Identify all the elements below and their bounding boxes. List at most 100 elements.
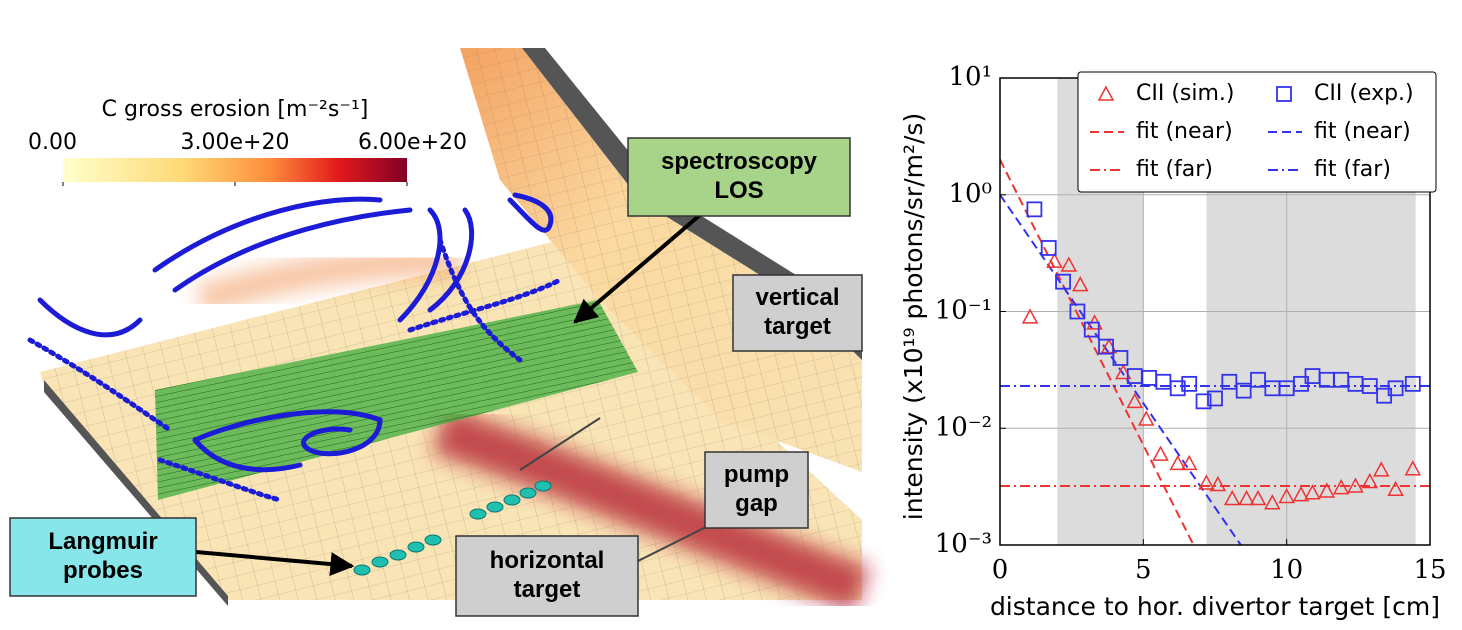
triangle-marker: [1126, 392, 1143, 409]
label-text: target: [764, 313, 831, 340]
x-tick-label: 15: [1413, 555, 1446, 585]
square-marker: [1276, 86, 1292, 102]
square-marker: [1387, 380, 1404, 397]
colorbar-tick-label: 0.00: [28, 130, 77, 155]
square-marker: [1404, 375, 1421, 392]
probe: [353, 564, 371, 576]
legend-label: CII (sim.): [1136, 81, 1235, 106]
label-text: pump: [724, 461, 789, 488]
triangle-marker: [1021, 308, 1039, 324]
triangle-marker: [1361, 472, 1379, 489]
colorbar: C gross erosion [m⁻²s⁻¹] 0.00 3.00e+20 6.0…: [28, 97, 467, 186]
triangle-marker: [1332, 479, 1350, 495]
arc: [407, 277, 563, 333]
y-tick-label: 10⁻¹: [935, 296, 992, 326]
square-marker: [1112, 350, 1129, 366]
triangle-marker: [1180, 454, 1198, 471]
arc: [427, 207, 474, 313]
square-marker: [1055, 273, 1071, 290]
triangle-marker: [1318, 482, 1336, 498]
arrow: [573, 213, 702, 324]
colorbar-tick-label: 6.00e+20: [358, 130, 467, 155]
label-text: vertical: [755, 284, 839, 311]
label-text: probes: [63, 557, 143, 584]
arc: [507, 192, 554, 233]
label-box: [455, 535, 639, 617]
legend-label: fit (near): [1136, 119, 1233, 144]
square-marker: [1169, 380, 1186, 397]
triangle-marker: [1097, 85, 1115, 101]
arc: [397, 207, 443, 323]
label-text: gap: [735, 490, 778, 517]
legend-label: fit (near): [1314, 119, 1411, 144]
triangle-marker: [1169, 454, 1186, 471]
triangle-marker: [1115, 363, 1132, 380]
square-marker: [1235, 382, 1252, 399]
triangle-marker: [1264, 494, 1281, 510]
y-tick-label: 10⁻²: [935, 412, 992, 442]
label-box: [9, 517, 197, 597]
triangle-marker: [1223, 489, 1241, 506]
square-marker: [1250, 371, 1266, 388]
probes: [353, 480, 552, 576]
render: [27, 48, 871, 613]
probe: [534, 480, 552, 492]
legend: CII (sim.) CII (exp.) fit (near) fit (near)…: [1077, 71, 1437, 193]
square-marker: [1221, 373, 1238, 390]
x-axis-label: distance to hor. divertor target [cm]: [990, 592, 1440, 621]
y-axis-label: intensity (x10¹⁹ photons/sr/m²/s): [899, 113, 928, 520]
label-text: Langmuir: [48, 528, 157, 555]
arc: [27, 337, 173, 433]
square-marker: [1098, 338, 1114, 355]
legend-box: [1077, 71, 1437, 193]
arc: [192, 437, 303, 473]
triangle-marker: [1304, 484, 1321, 500]
label-box: [704, 451, 809, 529]
legend-label: fit (far): [1136, 157, 1213, 182]
triangle-marker: [1278, 487, 1295, 504]
legend-label: fit (far): [1314, 157, 1391, 182]
arrow: [195, 550, 355, 577]
y-tick-label: 10⁰: [948, 179, 992, 209]
arc: [37, 297, 143, 338]
label-text: spectroscopy: [661, 148, 818, 175]
square-marker: [1040, 240, 1057, 256]
triangle-marker: [1347, 477, 1364, 493]
label-box: [627, 137, 851, 217]
gap-line: [519, 417, 601, 471]
surface-grid: [460, 48, 862, 472]
probe: [519, 487, 537, 499]
square-marker: [1141, 369, 1157, 386]
field-lines: [27, 192, 563, 503]
label-box: [732, 274, 863, 352]
triangle-marker: [1404, 460, 1422, 476]
triangle-marker: [1152, 445, 1169, 461]
colorbar-tick-label: 3.00e+20: [181, 130, 290, 155]
x-tick-label: 10: [1270, 555, 1303, 585]
triangle-marker: [1387, 480, 1404, 497]
probe: [503, 494, 521, 506]
colorbar-gradient: [63, 158, 407, 182]
probe: [486, 501, 504, 513]
annotations: spectroscopyLOSverticaltargetpumpgaphori…: [9, 137, 863, 617]
arc: [152, 196, 383, 273]
triangle-marker: [1373, 461, 1390, 477]
square-marker: [1181, 375, 1198, 392]
fit-line: [1000, 159, 1195, 545]
square-marker: [1026, 201, 1043, 218]
square-marker: [1361, 378, 1378, 394]
triangle-marker: [1209, 475, 1227, 492]
probe: [389, 549, 407, 561]
colorbar-label: C gross erosion [m⁻²s⁻¹]: [102, 97, 369, 122]
square-marker: [1207, 390, 1223, 407]
square-marker: [1069, 303, 1086, 320]
probe: [407, 541, 425, 553]
plot: 10⁻³ 10⁻² 10⁻¹ 10⁰ 10¹ 0 5 10 15 distance to hor.…: [899, 62, 1447, 621]
arc: [192, 409, 383, 457]
label-text: target: [514, 576, 581, 603]
arc: [157, 457, 283, 503]
probe: [371, 556, 389, 568]
arc: [172, 207, 413, 293]
